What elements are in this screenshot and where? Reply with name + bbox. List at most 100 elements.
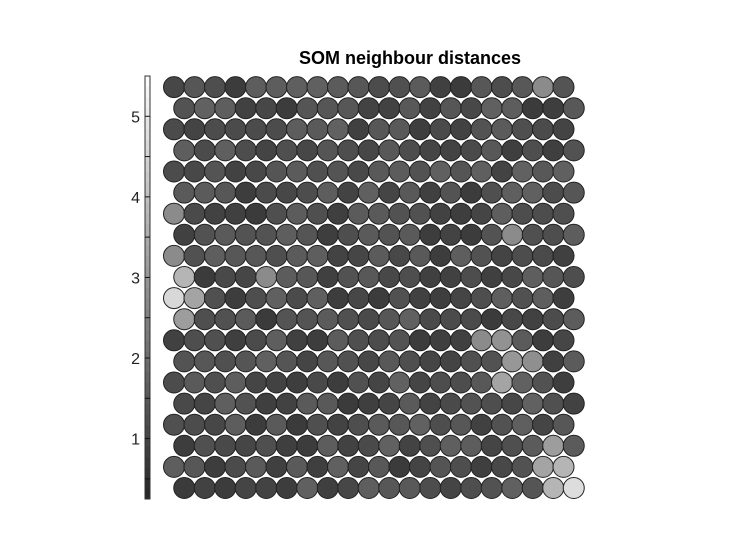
colorbar-band <box>145 382 150 394</box>
neuron-cell <box>255 223 278 246</box>
neuron-cell <box>501 434 524 457</box>
neuron-cell <box>306 244 329 267</box>
neuron-cell <box>398 266 421 288</box>
neuron-cell <box>183 118 206 141</box>
neuron-cell <box>460 97 483 120</box>
neuron-cell <box>245 329 267 352</box>
neuron-cell <box>204 160 226 183</box>
neuron-cell <box>163 413 185 436</box>
neuron-cell <box>173 266 196 288</box>
neuron-cell <box>388 371 411 394</box>
neuron-cell <box>480 181 503 204</box>
neuron-cell <box>234 434 257 457</box>
colorbar-band <box>145 118 150 130</box>
neuron-cell <box>521 97 544 120</box>
neuron-cell <box>511 287 534 310</box>
colorbar-band <box>145 245 150 257</box>
neuron-cell <box>480 392 503 415</box>
neuron-cell <box>296 97 319 120</box>
neuron-cell <box>224 76 247 99</box>
neuron-cell <box>460 350 483 373</box>
neuron-cell <box>316 266 339 288</box>
neuron-cell <box>286 287 308 310</box>
neuron-cell <box>419 308 442 331</box>
neuron-cell <box>347 287 370 310</box>
neuron-cell <box>347 202 370 225</box>
neuron-cell <box>521 308 544 331</box>
neuron-cell <box>480 97 503 120</box>
neuron-cell <box>296 308 319 331</box>
neuron-cell <box>501 308 524 331</box>
neuron-cell <box>183 455 206 478</box>
neuron-cell <box>306 202 329 225</box>
neuron-cell <box>296 392 319 415</box>
colorbar-tick-label: 5 <box>131 109 140 126</box>
neuron-cell <box>439 139 462 162</box>
neuron-cell <box>275 350 298 373</box>
neuron-cell <box>398 308 421 331</box>
neuron-cell <box>532 455 554 478</box>
neuron-cell <box>562 139 585 162</box>
neuron-cell <box>419 392 442 415</box>
neuron-cell <box>491 287 513 310</box>
neuron-cell <box>409 160 431 183</box>
neuron-cell <box>511 160 534 183</box>
neuron-cell <box>214 97 237 120</box>
neuron-cell <box>306 76 329 99</box>
colorbar-band <box>145 393 150 405</box>
neuron-cell <box>491 76 513 99</box>
neuron-cell <box>388 160 411 183</box>
colorbar-band <box>145 403 150 415</box>
neuron-cell <box>378 350 401 373</box>
colorbar-tick-label: 4 <box>131 190 140 207</box>
neuron-cell <box>429 371 452 394</box>
neuron-cell <box>470 160 493 183</box>
colorbar-band <box>145 372 150 384</box>
neuron-cell <box>388 118 411 141</box>
neuron-cell <box>173 434 196 457</box>
neuron-cell <box>429 455 452 478</box>
neuron-cell <box>460 434 483 457</box>
neuron-cell <box>450 244 472 267</box>
neuron-cell <box>429 287 452 310</box>
neuron-cell <box>347 118 370 141</box>
neuron-cell <box>460 477 483 499</box>
colorbar-band <box>145 276 150 288</box>
neuron-cell <box>409 455 431 478</box>
neuron-cell <box>480 350 503 373</box>
neuron-cell <box>501 350 524 373</box>
neuron-cell <box>357 223 380 246</box>
colorbar-band <box>145 477 150 489</box>
neuron-cell <box>173 181 196 204</box>
neuron-cell <box>480 477 503 499</box>
neuron-cell <box>234 266 257 288</box>
neuron-cell <box>173 223 196 246</box>
colorbar-band <box>145 86 150 98</box>
neuron-cell <box>173 477 196 499</box>
neuron-cell <box>255 308 278 331</box>
neuron-cell <box>491 413 513 436</box>
neuron-cell <box>521 392 544 415</box>
neuron-cell <box>316 350 339 373</box>
neuron-cell <box>419 223 442 246</box>
neuron-cell <box>470 413 493 436</box>
neuron-cell <box>419 350 442 373</box>
neuron-cell <box>224 329 247 352</box>
neuron-cell <box>378 139 401 162</box>
neuron-cell <box>491 202 513 225</box>
colorbar-tick-label: 1 <box>131 432 140 449</box>
neuron-cell <box>409 329 431 352</box>
neuron-cell <box>327 455 349 478</box>
neuron-cell <box>286 202 308 225</box>
colorbar-band <box>145 266 150 278</box>
neuron-cell <box>316 97 339 120</box>
neuron-cell <box>183 76 206 99</box>
neuron-cell <box>204 287 226 310</box>
neuron-cell <box>234 139 257 162</box>
neuron-cell <box>562 477 585 499</box>
neuron-cell <box>450 202 472 225</box>
neuron-cell <box>163 202 185 225</box>
neuron-cell <box>316 181 339 204</box>
neuron-cell <box>286 118 308 141</box>
